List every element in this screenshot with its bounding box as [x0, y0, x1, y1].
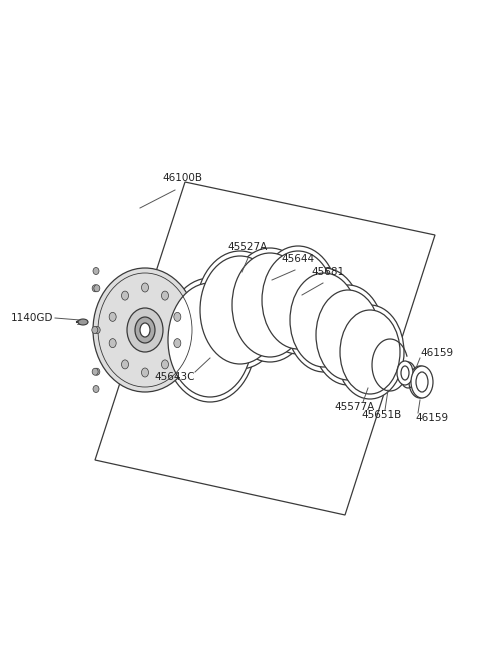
Ellipse shape [258, 246, 338, 354]
Ellipse shape [411, 366, 433, 398]
Ellipse shape [290, 273, 358, 367]
Ellipse shape [94, 326, 100, 333]
Ellipse shape [200, 256, 280, 364]
Text: 46100B: 46100B [162, 173, 202, 183]
Ellipse shape [416, 372, 428, 392]
Text: 45643C: 45643C [155, 372, 195, 382]
Ellipse shape [127, 308, 163, 352]
Ellipse shape [397, 361, 413, 385]
Text: 45577A: 45577A [335, 402, 375, 412]
Ellipse shape [142, 368, 148, 377]
Ellipse shape [232, 253, 308, 357]
Ellipse shape [196, 251, 284, 369]
Ellipse shape [94, 285, 100, 291]
Ellipse shape [78, 319, 88, 325]
Text: 45681: 45681 [312, 267, 345, 277]
Ellipse shape [161, 291, 168, 300]
Ellipse shape [142, 283, 148, 292]
Ellipse shape [93, 268, 197, 392]
Ellipse shape [174, 339, 181, 348]
Text: 45527A: 45527A [228, 242, 268, 252]
Ellipse shape [121, 291, 129, 300]
Ellipse shape [93, 267, 99, 274]
Ellipse shape [140, 323, 150, 337]
Ellipse shape [92, 285, 98, 291]
Text: 45644: 45644 [281, 254, 314, 264]
Ellipse shape [336, 305, 404, 399]
Ellipse shape [109, 312, 116, 322]
Ellipse shape [228, 248, 312, 362]
Ellipse shape [286, 268, 362, 372]
Ellipse shape [262, 251, 334, 349]
Ellipse shape [161, 360, 168, 369]
Ellipse shape [109, 339, 116, 348]
Text: 1140GD: 1140GD [11, 313, 53, 323]
Text: 46159: 46159 [415, 413, 448, 423]
Ellipse shape [168, 283, 252, 397]
Polygon shape [95, 182, 435, 515]
Ellipse shape [401, 366, 409, 380]
Ellipse shape [92, 368, 98, 375]
Text: 46159: 46159 [420, 348, 453, 358]
Ellipse shape [135, 317, 155, 343]
Ellipse shape [92, 326, 98, 333]
Ellipse shape [94, 368, 100, 375]
Text: 45651B: 45651B [362, 410, 402, 420]
Ellipse shape [93, 386, 99, 392]
Ellipse shape [312, 285, 384, 385]
Ellipse shape [164, 278, 256, 402]
Ellipse shape [316, 290, 380, 380]
Ellipse shape [174, 312, 181, 322]
Ellipse shape [340, 310, 400, 394]
Ellipse shape [121, 360, 129, 369]
